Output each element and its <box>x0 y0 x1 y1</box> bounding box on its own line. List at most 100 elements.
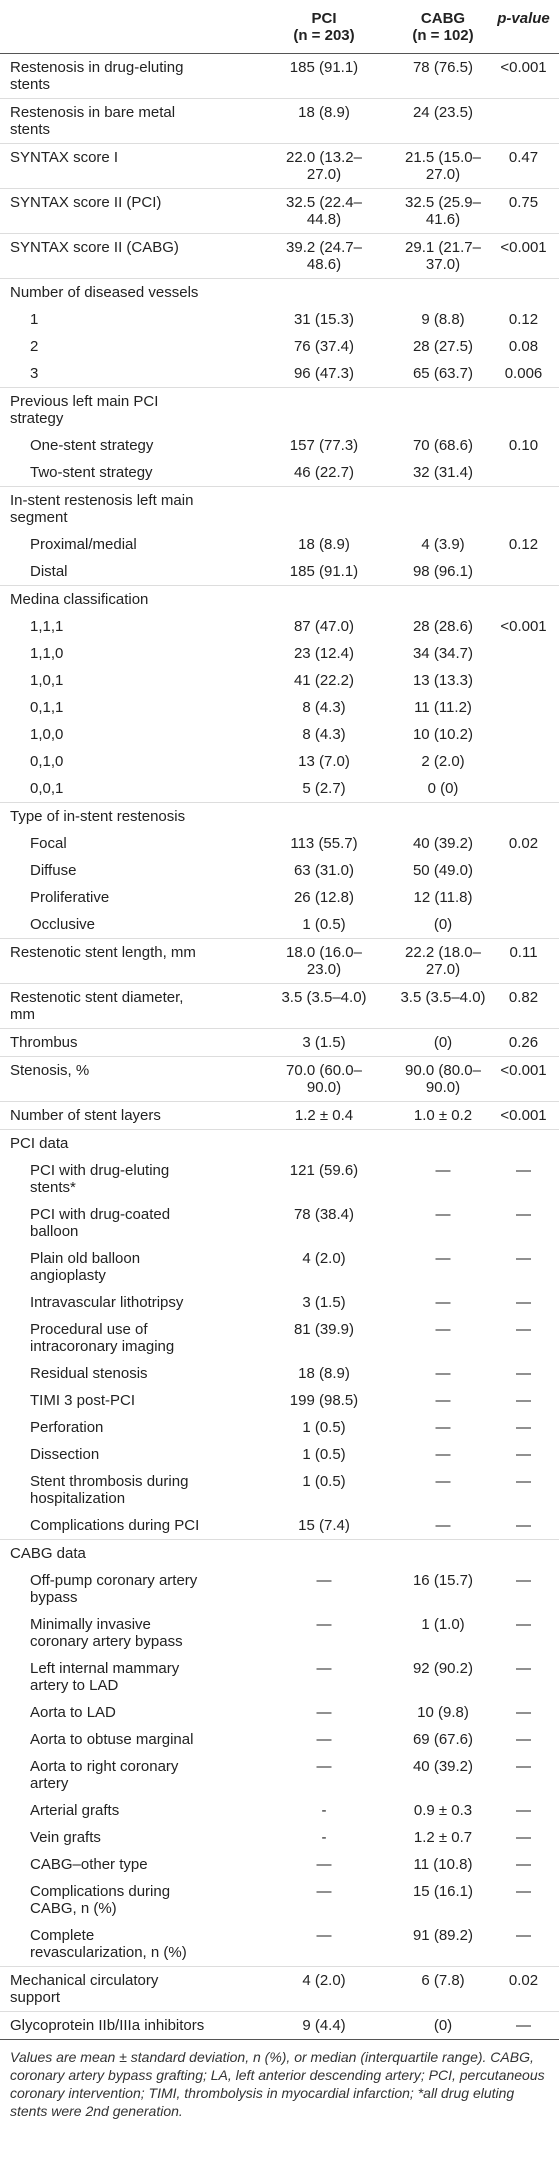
cell: — <box>398 1289 488 1316</box>
cell: 199 (98.5) <box>250 1387 398 1414</box>
cell-value: 28 (28.6) <box>412 618 474 635</box>
cell-value: 90.0 (80.0–90.0) <box>405 1062 481 1096</box>
cell-value: — <box>516 2017 531 2034</box>
cell-value: 157 (77.3) <box>289 437 359 454</box>
cell: 23 (12.4) <box>250 640 398 667</box>
cell <box>488 278 559 306</box>
cell: 34 (34.7) <box>398 640 488 667</box>
cell: — <box>488 1567 559 1611</box>
cell: 18 (8.9) <box>250 1360 398 1387</box>
cell-value: — <box>316 1660 332 1677</box>
cell-value: 1 (0.5) <box>302 1419 346 1436</box>
cell: 0.26 <box>488 1028 559 1057</box>
row-label: Restenosis in drug-eluting stents <box>10 59 184 93</box>
cell-value: — <box>516 1392 531 1409</box>
cell: 1.2 ± 0.7 <box>398 1824 488 1851</box>
cell: 3 (1.5) <box>250 1289 398 1316</box>
cell-value: 3.5 (3.5–4.0) <box>400 989 486 1006</box>
cell: — <box>488 2011 559 2040</box>
cell: 41 (22.2) <box>250 667 398 694</box>
row-label: 1,1,1 <box>30 618 64 635</box>
cell: - <box>250 1797 398 1824</box>
table-row: Thrombus 3 (1.5) (0) 0.26 <box>0 1028 559 1057</box>
cell: 0.12 <box>488 531 559 558</box>
cell-value: — <box>516 1856 531 1873</box>
cell <box>488 459 559 487</box>
cell: — <box>250 1851 398 1878</box>
cell: — <box>488 1753 559 1797</box>
cell: — <box>250 1567 398 1611</box>
cell: 40 (39.2) <box>398 830 488 857</box>
cell-value: 1 (0.5) <box>302 916 346 933</box>
row-label: Number of stent layers <box>0 1101 250 1130</box>
cell: — <box>488 1289 559 1316</box>
cell <box>488 486 559 531</box>
cell: 1 (0.5) <box>250 1414 398 1441</box>
table-row: Two-stent strategy 46 (22.7) 32 (31.4) <box>0 459 559 487</box>
table-row: SYNTAX score II (CABG) 39.2 (24.7–48.6) 29… <box>0 233 559 279</box>
cell-value: 0.82 <box>508 989 539 1006</box>
cell <box>250 278 398 306</box>
cell: — <box>488 1441 559 1468</box>
row-label: Proximal/medial <box>30 536 137 553</box>
cell-value: 1.2 ± 0.7 <box>413 1829 473 1846</box>
cell: 6 (7.8) <box>398 1966 488 2012</box>
cell: — <box>488 1414 559 1441</box>
table-row: Number of diseased vessels <box>0 278 559 306</box>
cell-value: <0.001 <box>500 59 547 76</box>
table-row: Dissection 1 (0.5) — — <box>0 1441 559 1468</box>
cell-value: 0.12 <box>508 311 539 328</box>
header-cell: PCI (n = 203) <box>250 0 398 54</box>
cell: 65 (63.7) <box>398 360 488 388</box>
cell: — <box>250 1726 398 1753</box>
cell <box>250 1129 398 1157</box>
table-row: Intravascular lithotripsy 3 (1.5) — — <box>0 1289 559 1316</box>
cell: — <box>488 1699 559 1726</box>
cell-value: 5 (2.7) <box>302 780 346 797</box>
table-row: 1,0,0 8 (4.3) 10 (10.2) <box>0 721 559 748</box>
cell: 0.9 ± 0.3 <box>398 1797 488 1824</box>
cell: 32 (31.4) <box>398 459 488 487</box>
cell: — <box>398 1387 488 1414</box>
cell-value: — <box>516 1802 531 1819</box>
cell-value: — <box>516 1517 531 1534</box>
cell: 8 (4.3) <box>250 721 398 748</box>
row-label: Dissection <box>30 1446 100 1463</box>
cell-value: — <box>316 1572 332 1589</box>
cell-value: 1.0 ± 0.2 <box>413 1107 473 1124</box>
cell: 87 (47.0) <box>250 613 398 640</box>
cell: 1 (1.0) <box>398 1611 488 1655</box>
row-label: Restenotic stent length, mm <box>0 938 250 984</box>
cell-value: 13 (7.0) <box>298 753 350 770</box>
cell-value: 185 (91.1) <box>289 563 359 580</box>
row-label: 1 <box>30 311 39 328</box>
cell <box>488 667 559 694</box>
table-row: 0,0,1 5 (2.7) 0 (0) <box>0 775 559 803</box>
cell-value: 70.0 (60.0–90.0) <box>286 1062 362 1096</box>
row-label: Perforation <box>30 1419 104 1436</box>
cell: 13 (13.3) <box>398 667 488 694</box>
row-label: Complications during PCI <box>30 1517 200 1534</box>
cell-value: 3.5 (3.5–4.0) <box>281 989 367 1006</box>
row-label: SYNTAX score I <box>0 143 250 189</box>
cell: 185 (91.1) <box>250 54 398 99</box>
row-label: PCI data <box>0 1129 250 1157</box>
row-label: PCI with drug-coated balloon <box>30 1206 171 1240</box>
row-label: Aorta to right coronary artery <box>30 1758 179 1792</box>
cell-value: 9 (4.4) <box>302 2017 346 2034</box>
cell-value: 3 (1.5) <box>302 1294 346 1311</box>
cell: — <box>398 1441 488 1468</box>
cell: — <box>398 1201 488 1245</box>
cell: — <box>488 1316 559 1360</box>
cell: 16 (15.7) <box>398 1567 488 1611</box>
cell: 92 (90.2) <box>398 1655 488 1699</box>
cell: — <box>488 1922 559 1967</box>
cell-value: 87 (47.0) <box>293 618 355 635</box>
cell-value: — <box>516 1660 531 1677</box>
row-label: 1,0,0 <box>30 726 64 743</box>
cell <box>250 387 398 432</box>
row-label: Restenosis in bare metal stents <box>0 98 250 144</box>
cell <box>250 486 398 531</box>
row-label: 1,0,1 <box>30 672 64 689</box>
